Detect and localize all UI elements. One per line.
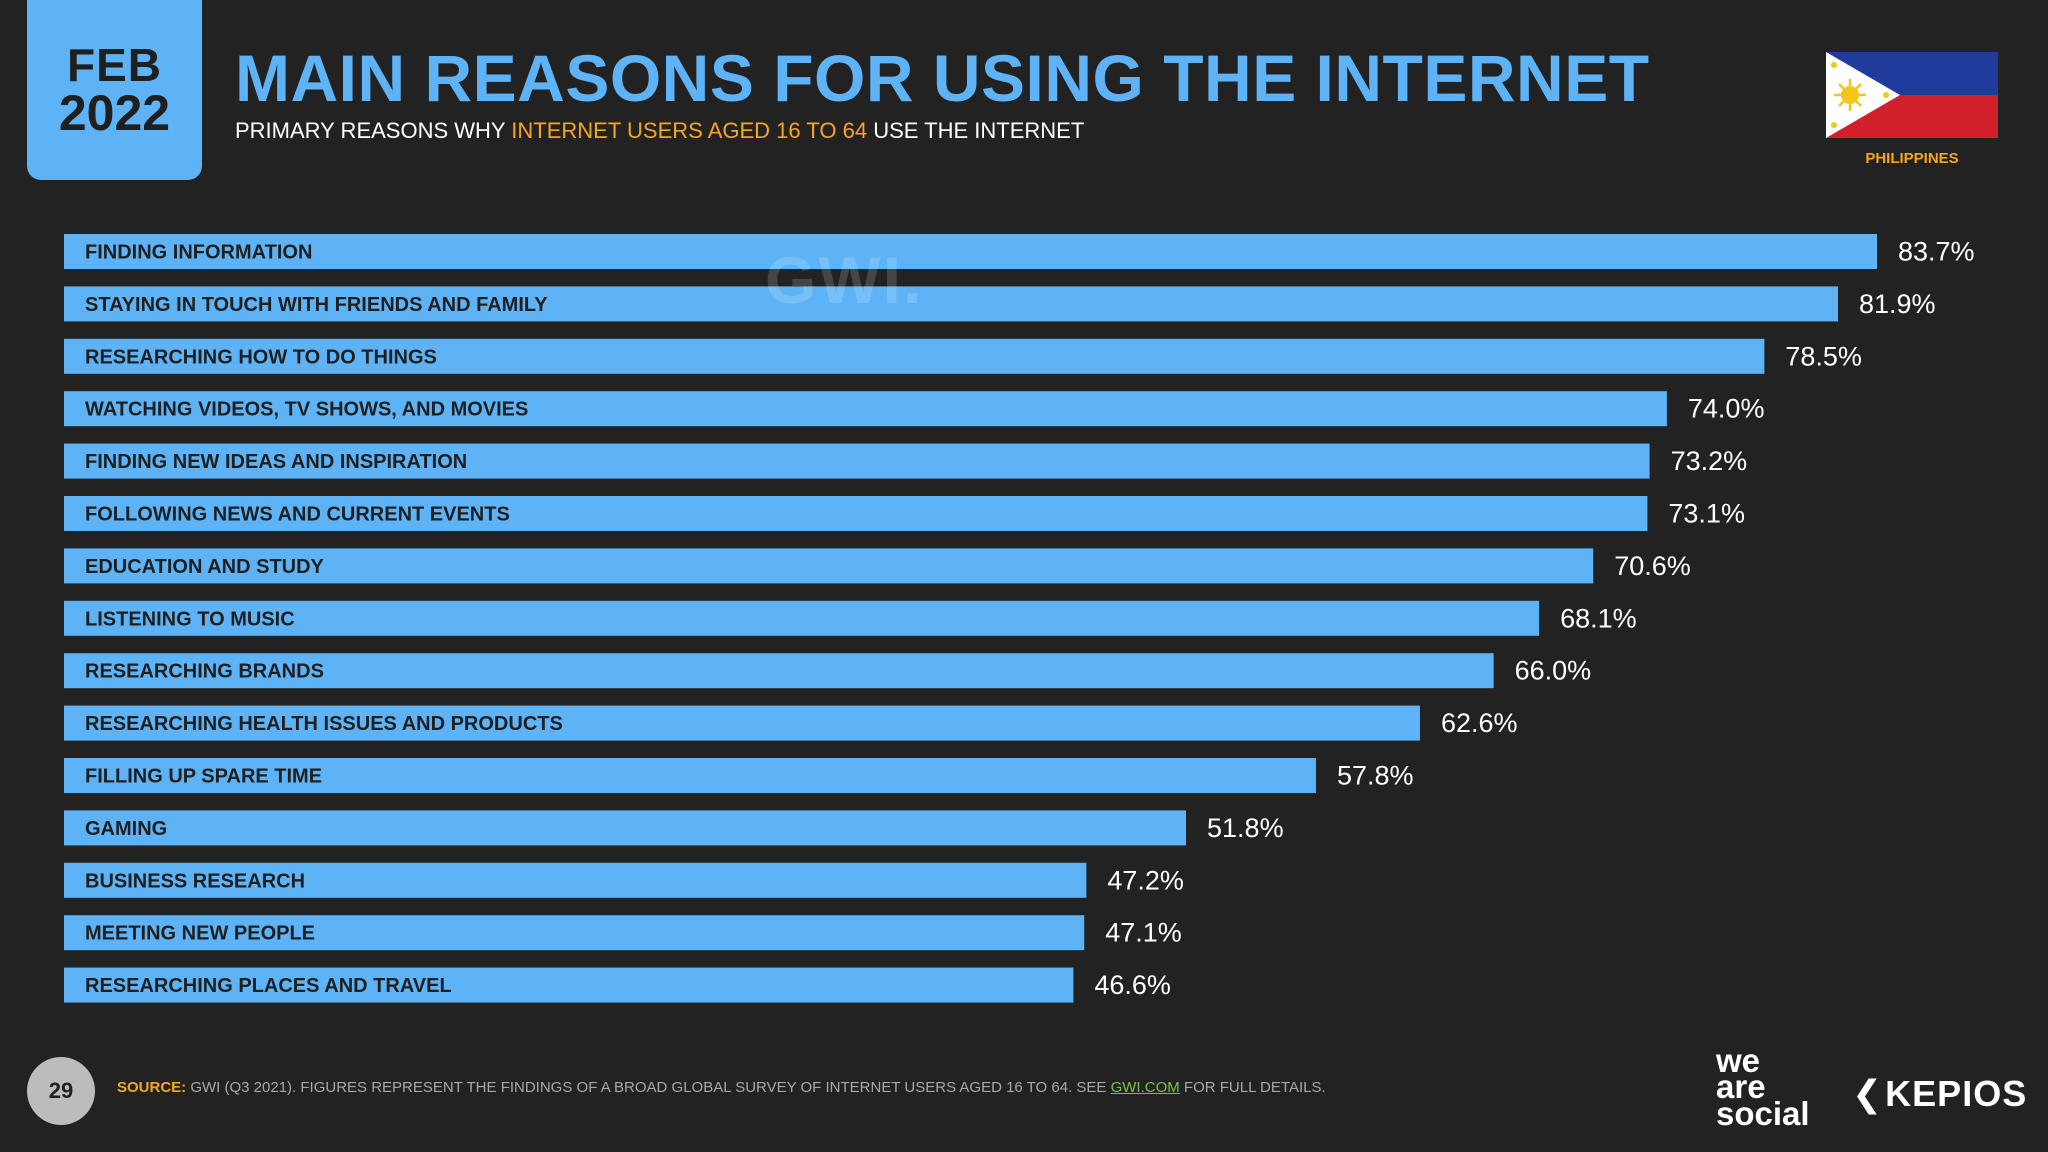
- page-subtitle: PRIMARY REASONS WHY INTERNET USERS AGED …: [235, 118, 1084, 144]
- date-tab: FEB 2022: [27, 0, 202, 180]
- bar-1: [64, 234, 1877, 269]
- bar-13: [64, 862, 1087, 898]
- source-text: GWI (Q3 2021). FIGURES REPRESENT THE FIN…: [186, 1079, 1111, 1096]
- source-link[interactable]: GWI.COM: [1110, 1079, 1180, 1096]
- value-label-7: 70.6%: [1614, 551, 1691, 581]
- logo-word-are: are: [1716, 1068, 1766, 1106]
- value-label-12: 51.8%: [1207, 813, 1284, 843]
- kepios-wordmark: KEPIOS: [1885, 1073, 2028, 1114]
- category-label-11: FILLING UP SPARE TIME: [85, 766, 322, 788]
- bar-4: [64, 391, 1667, 427]
- subtitle-prefix: PRIMARY REASONS WHY: [235, 118, 512, 143]
- date-year: 2022: [58, 85, 171, 141]
- page-title: MAIN REASONS FOR USING THE INTERNET: [235, 41, 1650, 115]
- category-label-5: FINDING NEW IDEAS AND INSPIRATION: [85, 451, 467, 473]
- bar-14: [64, 915, 1085, 951]
- category-label-10: RESEARCHING HEALTH ISSUES AND PRODUCTS: [85, 713, 563, 735]
- source-end: FOR FULL DETAILS.: [1179, 1079, 1326, 1096]
- category-label-2: STAYING IN TOUCH WITH FRIENDS AND FAMILY: [85, 294, 548, 316]
- value-label-2: 81.9%: [1859, 289, 1936, 319]
- value-label-6: 73.1%: [1668, 499, 1745, 529]
- value-label-14: 47.1%: [1105, 918, 1182, 948]
- bar-5: [64, 443, 1650, 479]
- page-number: 29: [27, 1057, 95, 1125]
- category-label-7: EDUCATION AND STUDY: [85, 556, 325, 578]
- category-label-1: FINDING INFORMATION: [85, 242, 312, 264]
- source-label: SOURCE:: [117, 1079, 187, 1096]
- bar-2: [64, 286, 1839, 322]
- subtitle-suffix: USE THE INTERNET: [867, 118, 1085, 143]
- value-label-15: 46.6%: [1094, 970, 1171, 1000]
- category-label-9: RESEARCHING BRANDS: [85, 661, 324, 683]
- value-label-9: 66.0%: [1515, 656, 1592, 686]
- category-label-12: GAMING: [85, 818, 167, 840]
- category-label-15: RESEARCHING PLACES AND TRAVEL: [85, 975, 452, 997]
- category-label-3: RESEARCHING HOW TO DO THINGS: [85, 346, 437, 368]
- date-month: FEB: [67, 39, 162, 91]
- bar-7: [64, 548, 1594, 584]
- bar-11: [64, 758, 1316, 793]
- category-label-14: MEETING NEW PEOPLE: [85, 923, 315, 945]
- kepios-logo: ❮KEPIOS: [1852, 1073, 2027, 1115]
- gwi-watermark: GWI.: [765, 243, 924, 317]
- value-label-3: 78.5%: [1785, 341, 1862, 371]
- logo-word-social: social: [1716, 1094, 1810, 1132]
- category-label-6: FOLLOWING NEWS AND CURRENT EVENTS: [85, 504, 510, 526]
- philippines-flag-icon: [1826, 52, 1998, 138]
- subtitle-highlight: INTERNET USERS AGED 16 TO 64: [511, 118, 868, 143]
- source-note: SOURCE: GWI (Q3 2021). FIGURES REPRESENT…: [117, 1079, 1326, 1096]
- category-label-13: BUSINESS RESEARCH: [85, 870, 305, 892]
- bar-8: [64, 600, 1540, 636]
- value-label-4: 74.0%: [1688, 394, 1765, 424]
- value-label-10: 62.6%: [1441, 708, 1518, 738]
- value-label-13: 47.2%: [1107, 865, 1184, 895]
- bar-10: [64, 705, 1420, 741]
- category-label-8: LISTENING TO MUSIC: [85, 608, 295, 630]
- value-label-8: 68.1%: [1560, 603, 1637, 633]
- bar-9: [64, 653, 1494, 689]
- we-are-social-logo: we are social: [1716, 1042, 1810, 1132]
- bar-6: [64, 496, 1648, 531]
- category-label-4: WATCHING VIDEOS, TV SHOWS, AND MOVIES: [85, 399, 528, 421]
- logo-word-we: we: [1716, 1042, 1761, 1079]
- bar-15: [64, 967, 1074, 1003]
- country-label: PHILIPPINES: [1865, 150, 1959, 167]
- bar-12: [64, 810, 1187, 846]
- value-label-1: 83.7%: [1898, 237, 1975, 267]
- kepios-mark-icon: ❮: [1852, 1073, 1884, 1114]
- value-label-5: 73.2%: [1671, 446, 1748, 476]
- bar-3: [64, 338, 1765, 374]
- value-label-11: 57.8%: [1337, 761, 1414, 791]
